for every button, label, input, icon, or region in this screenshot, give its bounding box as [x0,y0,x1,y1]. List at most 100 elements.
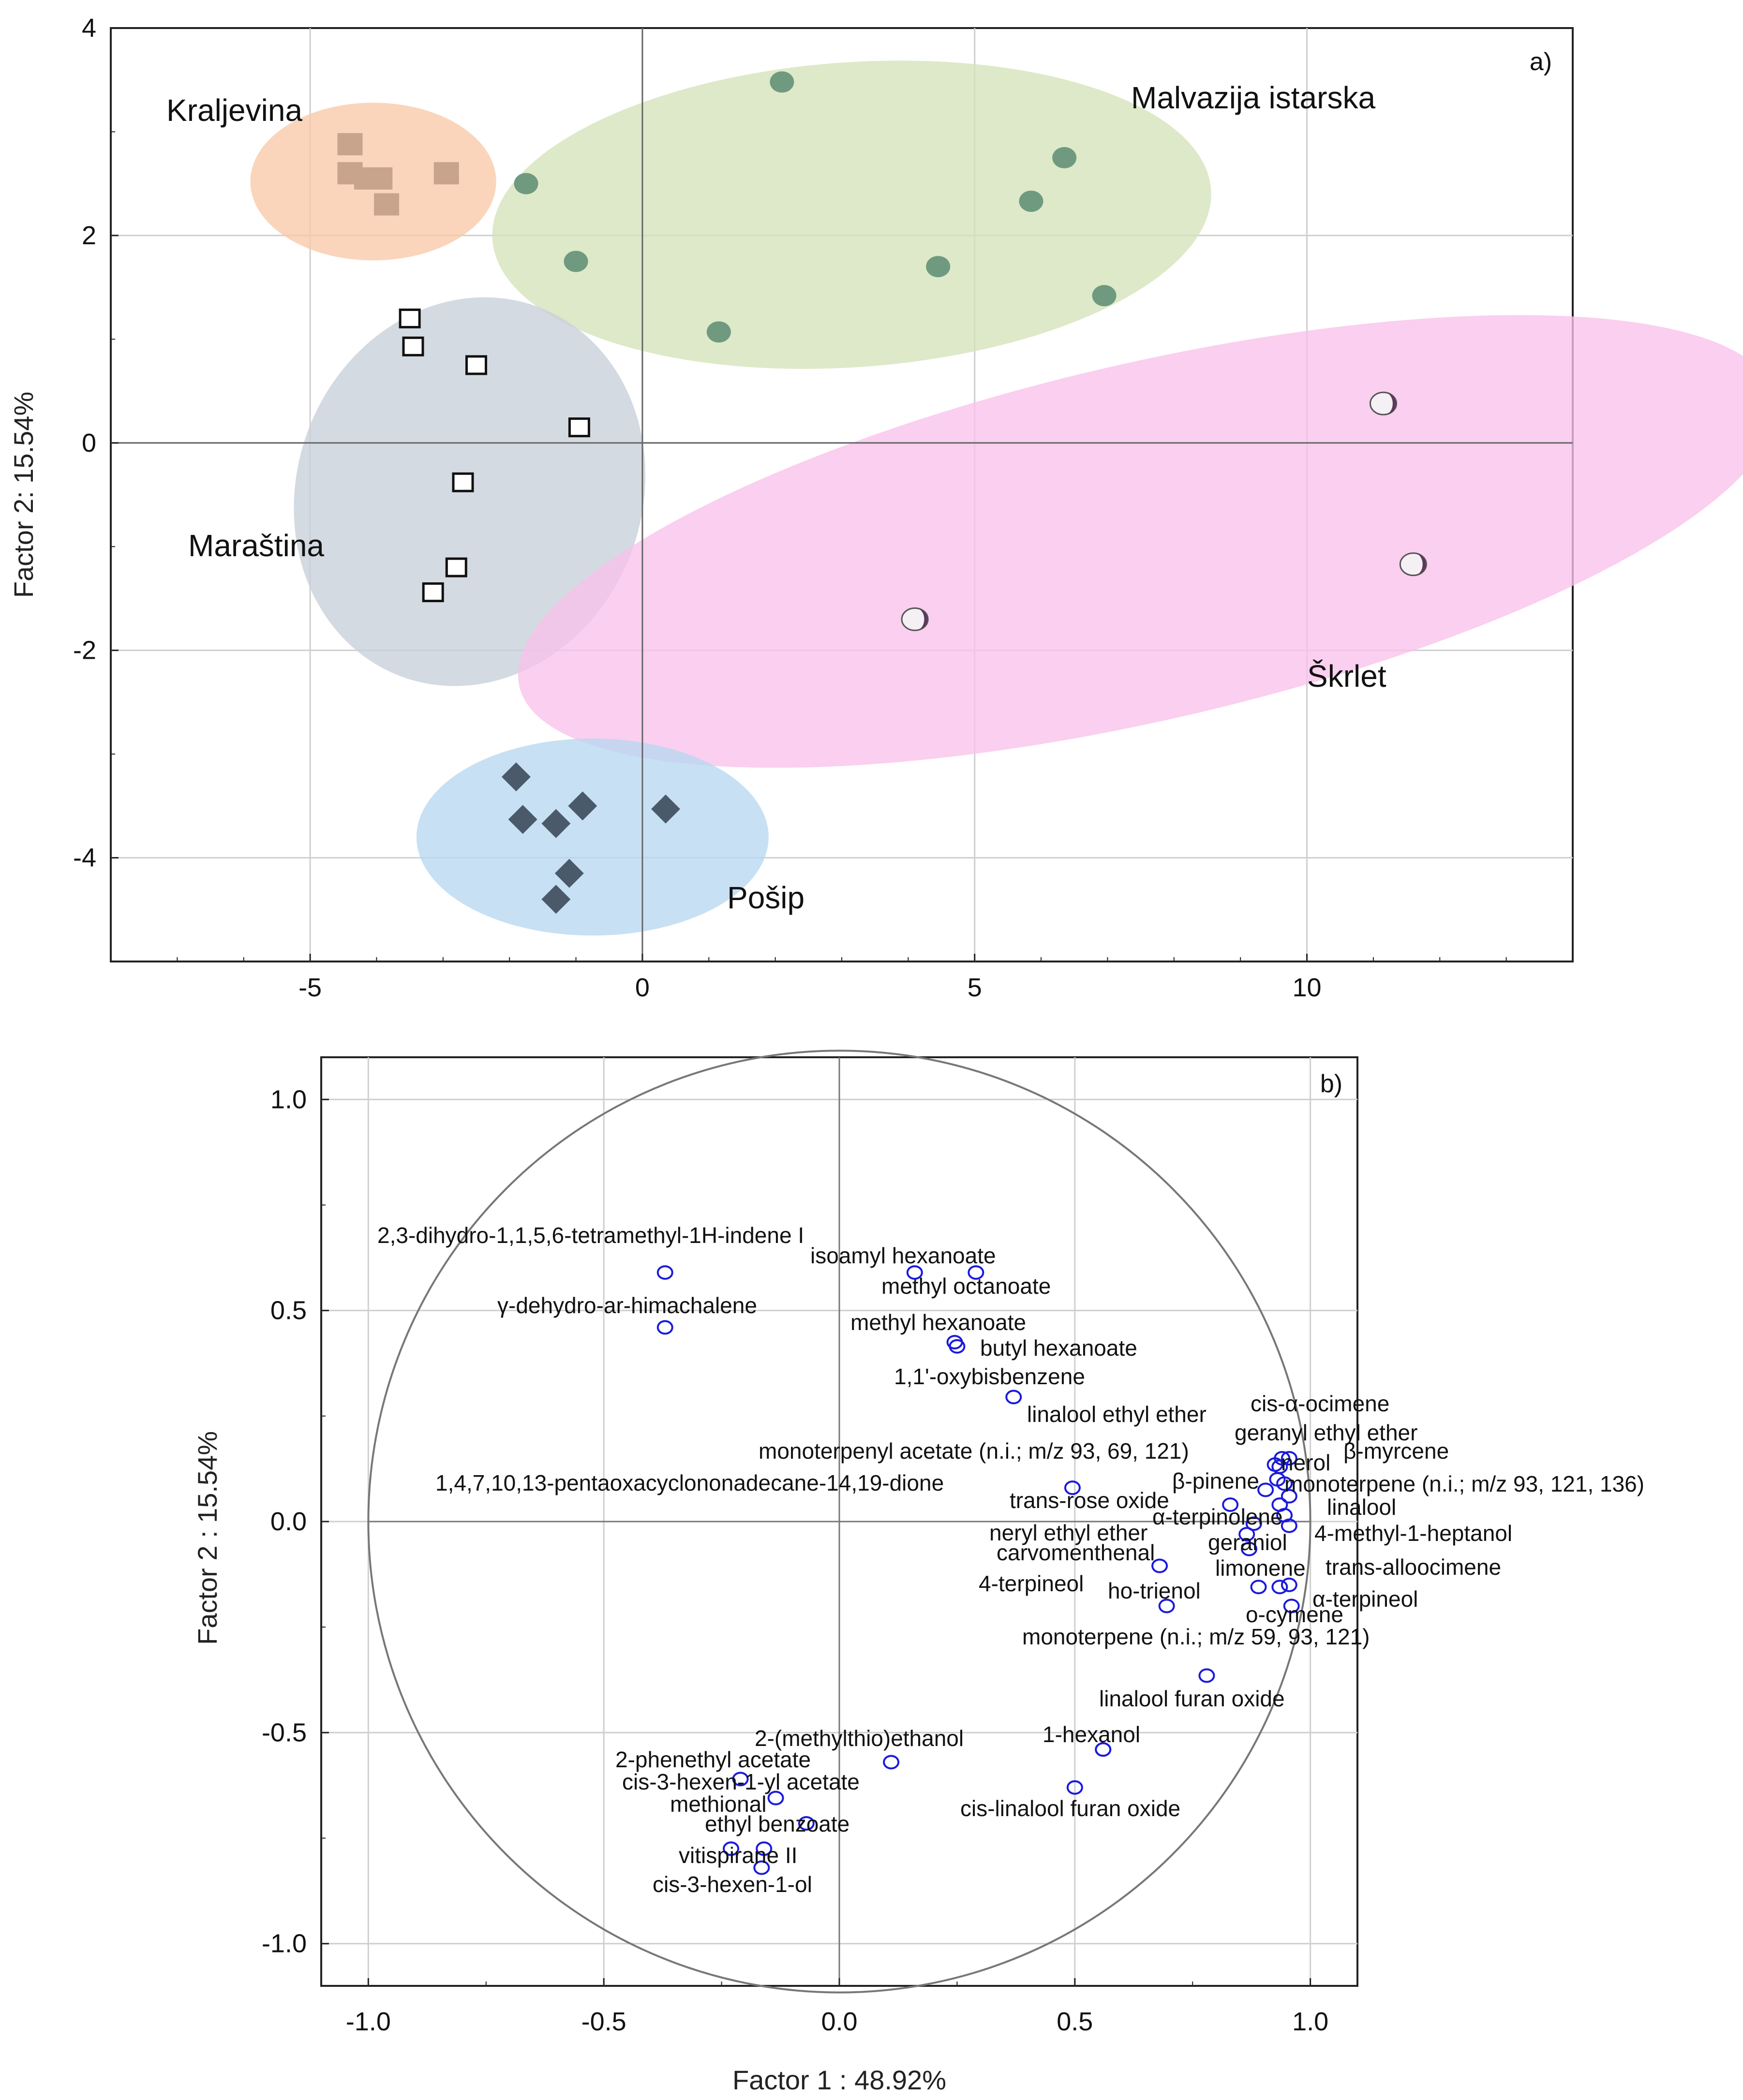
loading-point [883,1755,900,1770]
loading-point [968,1265,984,1280]
y-tick-label: 0.0 [270,1507,307,1536]
loading-point [1257,1482,1274,1497]
group-ellipse [518,315,1743,768]
loading-point [1151,1558,1168,1573]
loading-point [906,1265,923,1280]
group-ellipse [416,738,769,936]
data-point [770,71,794,93]
loading-label: γ-dehydro-ar-himachalene [497,1293,757,1318]
data-point [367,167,393,190]
group-label-marastina: Maraština [188,528,324,563]
data-point [706,321,731,343]
loading-point [1245,1516,1262,1531]
loading-label: 2-phenethyl acetate [615,1747,811,1772]
loading-point [732,1772,749,1787]
loading-label: trans-rose oxide [1010,1488,1169,1513]
data-point [514,173,538,194]
loading-point [1241,1541,1258,1556]
y-tick-label: 4 [82,14,96,43]
x-tick-label: 10 [1293,973,1322,1002]
loading-point [756,1841,773,1856]
data-point [651,794,680,824]
x-tick-label: 0.0 [821,2007,857,2036]
loading-point [656,1265,673,1280]
group-label-malvazija: Malvazija istarska [1131,80,1375,115]
loading-label: methyl octanoate [881,1273,1051,1299]
loading-label: trans-alloocimene [1326,1554,1501,1580]
loading-label: 1,1'-oxybisbenzene [894,1364,1085,1389]
loading-label: geraniol [1208,1530,1287,1555]
loading-point [1250,1580,1267,1595]
loading-label: 1,4,7,10,13-pentaoxacyclononadecane-14,1… [435,1470,944,1495]
x-tick-label: -0.5 [581,2007,626,2036]
loading-point [949,1339,966,1354]
y-tick-label: -4 [73,843,96,873]
loading-label: neryl ethyl ether [989,1520,1147,1545]
x-tick-label: 0.5 [1057,2007,1093,2036]
loading-label: limonene [1215,1555,1306,1581]
x-tick-label: 5 [968,973,982,1002]
loading-points [656,1265,1300,1875]
loading-plot-xlabel: Factor 1 : 48.92% [732,2065,946,2095]
loading-label: 2,3-dihydro-1,1,5,6-tetramethyl-1H-inden… [377,1223,804,1248]
loading-label: methional [670,1791,766,1817]
loading-point [1281,1451,1297,1466]
loading-point [1005,1390,1022,1405]
loading-label: monoterpene (n.i.; m/z 93, 121, 136) [1284,1471,1644,1496]
y-tick-label: 1.0 [270,1085,307,1114]
loading-point [1064,1480,1081,1495]
data-point [445,557,467,577]
group-label-kraljevina: Kraljevina [166,93,302,128]
data-point [402,336,424,356]
data-point [337,133,363,156]
loading-plot-tick-labels: -1.0 -0.5 0.0 0.5 1.0 -1.0 -0.5 0.0 0.5 1.0 [262,1085,1328,2036]
loading-label: ho-trienol [1108,1578,1201,1603]
loading-point [1281,1518,1297,1533]
data-point [541,809,571,838]
score-plot-tick-labels: -5 0 5 10 -4 -2 0 2 4 [73,14,1322,1002]
unit-circle [367,1050,1311,1994]
data-point [568,417,590,438]
data-point [926,256,951,278]
loading-label: ethyl benzoate [705,1811,849,1836]
loading-label: monoterpenyl acetate (n.i.; m/z 93, 69, … [759,1438,1189,1464]
loading-plot-ticks [321,1098,1311,1986]
x-tick-label: -5 [298,973,322,1002]
loading-label: nerol [1281,1450,1330,1475]
y-tick-label: -2 [73,636,96,665]
score-plot-ylabel: Factor 2: 15.54% [8,392,39,598]
loading-point [1276,1476,1293,1491]
data-point [1399,552,1427,577]
data-point [465,355,487,375]
data-point [568,791,597,821]
data-point [1370,391,1398,415]
zero-lines [111,28,1573,961]
loading-label: vitispirane II [679,1843,797,1868]
loading-point [1266,1457,1283,1472]
loading-label: methyl hexanoate [850,1310,1026,1335]
x-tick-label: 0 [635,973,650,1002]
data-point [452,472,474,492]
loading-labels: 2,3-dihydro-1,1,5,6-tetramethyl-1H-inden… [377,1223,1644,1897]
score-plot-panel: -5 0 5 10 -4 -2 0 2 4 Factor 2: 15.54% a) Kralje… [8,14,1743,1002]
loading-label: linalool [1327,1494,1396,1520]
loading-point [1198,1668,1215,1683]
loading-point [656,1320,673,1335]
data-point [541,885,571,914]
data-point-shade [1415,553,1426,575]
loading-zero-lines [368,1057,1311,1986]
group-ellipse [492,60,1211,369]
panel-label-b: b) [1320,1070,1342,1098]
score-points [337,71,1427,914]
loading-point [1095,1742,1112,1757]
data-point [501,762,531,792]
loading-point [1158,1598,1175,1613]
data-point [508,805,537,834]
loading-point [767,1790,784,1805]
data-point [1019,191,1043,212]
loading-point [1222,1497,1239,1512]
loading-label: cis-3-hexen-1-ol [653,1872,812,1897]
loading-label: α-terpineol [1312,1586,1418,1612]
data-point [374,193,400,216]
loading-point [753,1860,770,1875]
